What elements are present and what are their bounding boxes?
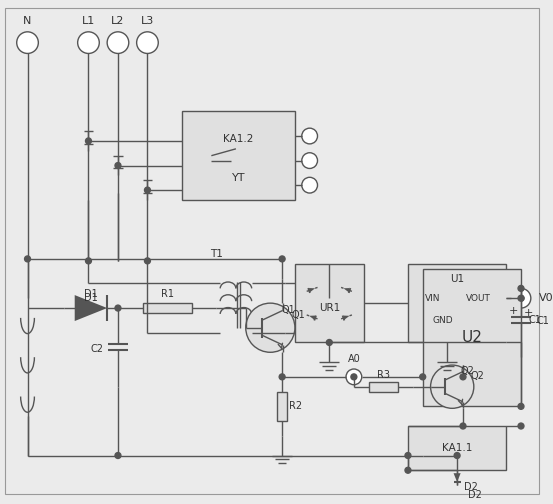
- Text: YT: YT: [232, 173, 245, 183]
- Circle shape: [86, 138, 91, 144]
- Polygon shape: [309, 316, 315, 321]
- Circle shape: [326, 340, 332, 345]
- Bar: [143, 303, 192, 313]
- Bar: [422, 269, 521, 406]
- Text: T1: T1: [210, 249, 223, 259]
- Circle shape: [144, 258, 150, 264]
- Circle shape: [107, 32, 129, 53]
- Bar: [408, 264, 506, 342]
- Circle shape: [511, 288, 531, 308]
- Circle shape: [137, 32, 158, 53]
- Text: VIN: VIN: [425, 294, 440, 303]
- Text: R1: R1: [160, 289, 174, 299]
- Text: N: N: [23, 16, 32, 26]
- Bar: [369, 382, 398, 392]
- Text: D1: D1: [84, 289, 97, 299]
- Text: U2: U2: [461, 330, 482, 345]
- Polygon shape: [75, 295, 107, 321]
- Polygon shape: [309, 288, 315, 293]
- Circle shape: [405, 467, 411, 473]
- Circle shape: [144, 187, 150, 193]
- Text: Q1: Q1: [281, 305, 295, 315]
- Circle shape: [302, 128, 317, 144]
- Circle shape: [77, 32, 100, 53]
- Text: Q2: Q2: [461, 366, 475, 376]
- Polygon shape: [453, 473, 461, 482]
- Text: C2: C2: [90, 344, 103, 354]
- Text: R3: R3: [377, 370, 390, 380]
- Text: KA1.1: KA1.1: [442, 443, 472, 453]
- Text: KA1.2: KA1.2: [223, 134, 254, 144]
- Bar: [408, 426, 506, 470]
- Text: L2: L2: [111, 16, 124, 26]
- Polygon shape: [343, 316, 349, 321]
- Circle shape: [454, 453, 460, 459]
- Text: GND: GND: [432, 317, 453, 326]
- Circle shape: [115, 453, 121, 459]
- Circle shape: [431, 365, 474, 408]
- Text: +: +: [508, 306, 518, 317]
- Text: D2: D2: [468, 490, 482, 500]
- Text: C1: C1: [528, 316, 541, 326]
- Text: V0: V0: [539, 293, 553, 303]
- Circle shape: [518, 403, 524, 409]
- Circle shape: [115, 163, 121, 168]
- Circle shape: [518, 285, 524, 291]
- Bar: [182, 111, 295, 200]
- Text: UR1: UR1: [319, 303, 340, 313]
- Text: L1: L1: [82, 16, 95, 26]
- Circle shape: [302, 177, 317, 193]
- Circle shape: [24, 256, 30, 262]
- Polygon shape: [343, 288, 349, 293]
- Circle shape: [302, 153, 317, 168]
- Circle shape: [17, 32, 38, 53]
- Circle shape: [420, 374, 426, 380]
- Text: VOUT: VOUT: [466, 294, 491, 303]
- Circle shape: [246, 303, 295, 352]
- Text: U1: U1: [450, 274, 464, 284]
- Circle shape: [86, 258, 91, 264]
- Text: D1: D1: [84, 293, 98, 303]
- Circle shape: [460, 374, 466, 380]
- Circle shape: [518, 423, 524, 429]
- Circle shape: [518, 295, 524, 301]
- Bar: [295, 264, 364, 342]
- Text: C1: C1: [536, 316, 549, 326]
- Circle shape: [279, 374, 285, 380]
- Circle shape: [115, 305, 121, 311]
- Circle shape: [405, 453, 411, 459]
- Circle shape: [279, 256, 285, 262]
- Text: R2: R2: [289, 401, 302, 411]
- Text: D2: D2: [464, 482, 478, 492]
- Text: Q1: Q1: [292, 310, 306, 321]
- Bar: [277, 392, 287, 421]
- Text: L3: L3: [141, 16, 154, 26]
- Text: A0: A0: [347, 354, 360, 364]
- Circle shape: [518, 295, 524, 301]
- Circle shape: [460, 423, 466, 429]
- Text: Q2: Q2: [471, 371, 484, 381]
- Circle shape: [351, 374, 357, 380]
- Circle shape: [346, 369, 362, 385]
- Text: +: +: [524, 308, 534, 318]
